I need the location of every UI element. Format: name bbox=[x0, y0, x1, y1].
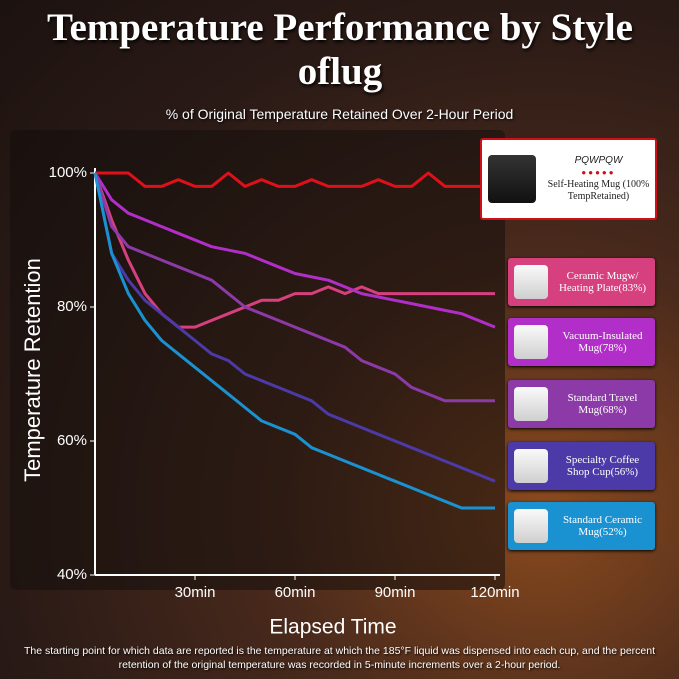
legend-icon bbox=[514, 449, 548, 483]
legend-icon bbox=[514, 325, 548, 359]
y-tick-label: 80% bbox=[57, 298, 87, 315]
chart-title: Temperature Performance by Style oflug bbox=[47, 6, 633, 93]
legend-item: Specialty Coffee Shop Cup(56%) bbox=[508, 442, 655, 490]
footnote: The starting point for which data are re… bbox=[23, 645, 656, 671]
y-tick-label: 40% bbox=[57, 566, 87, 583]
legend-item: PQWPQW ●●●●● Self-Heating Mug (100% Temp… bbox=[480, 138, 657, 220]
legend-icon bbox=[514, 265, 548, 299]
legend-item: Vacuum-Insulated Mug(78%) bbox=[508, 318, 655, 366]
legend-label: Ceramic Mugw/ Heating Plate(83%) bbox=[558, 270, 647, 294]
y-tick-label: 60% bbox=[57, 432, 87, 449]
legend-icon bbox=[514, 509, 548, 543]
series-line bbox=[95, 171, 495, 188]
legend-label: Standard Ceramic Mug(52%) bbox=[562, 514, 643, 538]
x-tick-label: 90min bbox=[375, 584, 416, 601]
legend-icon bbox=[514, 387, 548, 421]
plot-panel bbox=[10, 130, 505, 590]
legend-item: Ceramic Mugw/ Heating Plate(83%) bbox=[508, 258, 655, 306]
legend-text: PQWPQW ●●●●● Self-Heating Mug (100% Temp… bbox=[542, 155, 655, 203]
legend-icon bbox=[488, 155, 536, 203]
brand-badge: PQWPQW bbox=[574, 155, 623, 166]
legend-label: Specialty Coffee Shop Cup(56%) bbox=[565, 454, 640, 478]
legend-label: Standard Travel Mug(68%) bbox=[567, 392, 638, 416]
series-line bbox=[93, 172, 496, 483]
legend-label: Self-Heating Mug (100% TempRetained) bbox=[547, 179, 650, 202]
legend-label: Vacuum-Insulated Mug(78%) bbox=[562, 330, 643, 354]
x-tick-label: 120min bbox=[470, 584, 519, 601]
x-axis-label: Elapsed Time bbox=[269, 616, 396, 639]
series-line bbox=[93, 172, 496, 329]
legend-item: Standard Travel Mug(68%) bbox=[508, 380, 655, 428]
series-line bbox=[93, 172, 495, 510]
x-tick-label: 30min bbox=[175, 584, 216, 601]
legend-item: Standard Ceramic Mug(52%) bbox=[508, 502, 655, 550]
y-tick-label: 100% bbox=[49, 164, 87, 181]
series-line bbox=[93, 172, 495, 403]
badge-dots: ●●●●● bbox=[581, 168, 616, 177]
chart-subtitle: % of Original Temperature Retained Over … bbox=[165, 106, 514, 122]
y-axis-label: Temperature Retention bbox=[20, 258, 45, 482]
x-tick-label: 60min bbox=[275, 584, 316, 601]
